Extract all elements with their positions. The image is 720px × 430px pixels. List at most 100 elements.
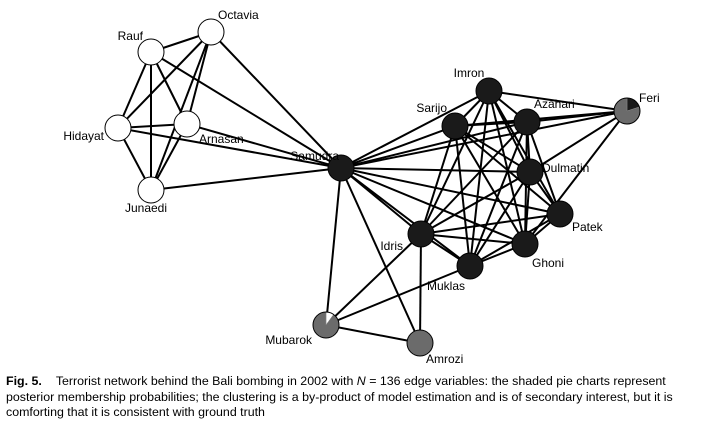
- edge-feri-ghoni: [524, 110, 628, 245]
- node-label-rauf: Rauf: [118, 29, 144, 43]
- node-rauf: [137, 38, 165, 66]
- node-label-dulmatin: Dulmatin: [542, 161, 589, 175]
- edge-arnasan-samudra: [186, 123, 342, 169]
- edge-idris-mubarok: [325, 233, 422, 326]
- node-label-amrozi: Amrozi: [426, 352, 463, 366]
- node-label-idris: Idris: [380, 239, 403, 253]
- edge-sarijo-idris: [420, 125, 456, 235]
- nodes: [104, 18, 641, 357]
- node-circle-samudra: [327, 154, 355, 182]
- node-label-samudra: Samudra: [290, 149, 339, 163]
- node-arnasan: [173, 110, 201, 138]
- network-diagram: Rauf Octavia Hidayat Arnasan Junaedi Samudra I…: [63, 8, 659, 366]
- edge-hidayat-samudra: [117, 127, 342, 169]
- edge-feri-dulmatin: [529, 110, 628, 173]
- node-ring-mubarok: [312, 311, 340, 339]
- node-ring-feri: [613, 97, 641, 125]
- node-ghoni: [511, 230, 539, 258]
- edge-dulmatin-muklas: [469, 171, 531, 267]
- node-label-octavia: Octavia: [218, 8, 259, 22]
- node-feri: [613, 97, 641, 125]
- node-octavia: [197, 18, 225, 46]
- node-muklas: [456, 252, 484, 280]
- node-label-muklas: Muklas: [427, 279, 465, 293]
- node-label-patek: Patek: [572, 220, 604, 234]
- edge-sarijo-muklas: [454, 125, 471, 267]
- edge-muklas-mubarok: [325, 265, 471, 326]
- edge-samudra-patek: [340, 167, 561, 215]
- node-circle-amrozi: [406, 329, 434, 357]
- node-circle-imron: [475, 77, 503, 105]
- edge-rauf-hidayat: [117, 51, 152, 129]
- caption-math-var: N: [356, 374, 366, 388]
- node-circle-rauf: [137, 38, 165, 66]
- node-circle-ghoni: [511, 230, 539, 258]
- node-circle-idris: [407, 220, 435, 248]
- node-circle-azahari: [513, 108, 541, 136]
- node-label-ghoni: Ghoni: [532, 256, 564, 270]
- edge-imron-feri: [488, 90, 628, 112]
- edge-idris-ghoni: [420, 233, 526, 245]
- edge-junaedi-samudra: [150, 167, 342, 191]
- node-circle-sarijo: [441, 112, 469, 140]
- node-label-mubarok: Mubarok: [265, 333, 313, 347]
- node-idris: [407, 220, 435, 248]
- node-circle-junaedi: [137, 176, 165, 204]
- node-label-feri: Feri: [639, 91, 660, 105]
- edges: [117, 31, 628, 344]
- edge-octavia-arnasan: [186, 31, 212, 125]
- edge-samudra-sarijo: [340, 125, 456, 169]
- edge-samudra-muklas: [340, 167, 471, 267]
- node-labels: Rauf Octavia Hidayat Arnasan Junaedi Samudra I…: [63, 8, 659, 366]
- node-sarijo: [441, 112, 469, 140]
- edge-imron-patek: [488, 90, 561, 215]
- edge-idris-amrozi: [419, 233, 422, 344]
- edge-azahari-muklas: [469, 121, 528, 267]
- node-circle-arnasan: [173, 110, 201, 138]
- edge-imron-idris: [420, 90, 490, 235]
- node-circle-patek: [546, 200, 574, 228]
- node-dulmatin: [516, 158, 544, 186]
- edge-patek-idris: [420, 213, 561, 235]
- node-mubarok: [312, 311, 340, 339]
- edge-samudra-azahari: [340, 121, 528, 169]
- node-label-hidayat: Hidayat: [63, 129, 104, 143]
- node-circle-dulmatin: [516, 158, 544, 186]
- figure-caption: Fig. 5. Terrorist network behind the Bali…: [6, 374, 714, 421]
- node-imron: [475, 77, 503, 105]
- edge-samudra-mubarok: [325, 167, 342, 326]
- edge-azahari-feri: [526, 110, 628, 123]
- node-label-imron: Imron: [454, 66, 485, 80]
- node-amrozi: [406, 329, 434, 357]
- caption-label: Fig. 5.: [6, 374, 42, 388]
- edge-dulmatin-idris: [420, 171, 531, 235]
- node-junaedi: [137, 176, 165, 204]
- edge-samudra-ghoni: [340, 167, 526, 245]
- edge-octavia-hidayat: [117, 31, 212, 129]
- edge-rauf-samudra: [150, 51, 342, 169]
- node-label-junaedi: Junaedi: [125, 201, 167, 215]
- node-patek: [546, 200, 574, 228]
- node-samudra: [327, 154, 355, 182]
- node-circle-hidayat: [104, 114, 132, 142]
- edge-samudra-imron: [340, 90, 490, 169]
- edge-samudra-amrozi: [340, 167, 421, 344]
- node-azahari: [513, 108, 541, 136]
- edge-imron-muklas: [469, 90, 490, 267]
- edge-azahari-idris: [420, 121, 528, 235]
- node-circle-octavia: [197, 18, 225, 46]
- edge-octavia-samudra: [210, 31, 342, 169]
- caption-math-rest: = 136 edge variables: the shaded pie cha…: [6, 374, 673, 419]
- edge-mubarok-amrozi: [325, 324, 421, 344]
- edge-octavia-junaedi: [150, 31, 212, 191]
- edge-azahari-patek: [526, 121, 561, 215]
- edge-samudra-dulmatin: [340, 167, 531, 173]
- node-hidayat: [104, 114, 132, 142]
- edge-sarijo-ghoni: [454, 125, 526, 245]
- node-label-arnasan: Arnasan: [199, 132, 244, 146]
- node-label-sarijo: Sarijo: [416, 101, 447, 115]
- caption-text-before: Terrorist network behind the Bali bombin…: [55, 374, 357, 388]
- node-label-azahari: Azahari: [534, 97, 575, 111]
- edge-sarijo-dulmatin: [454, 125, 531, 173]
- node-circle-muklas: [456, 252, 484, 280]
